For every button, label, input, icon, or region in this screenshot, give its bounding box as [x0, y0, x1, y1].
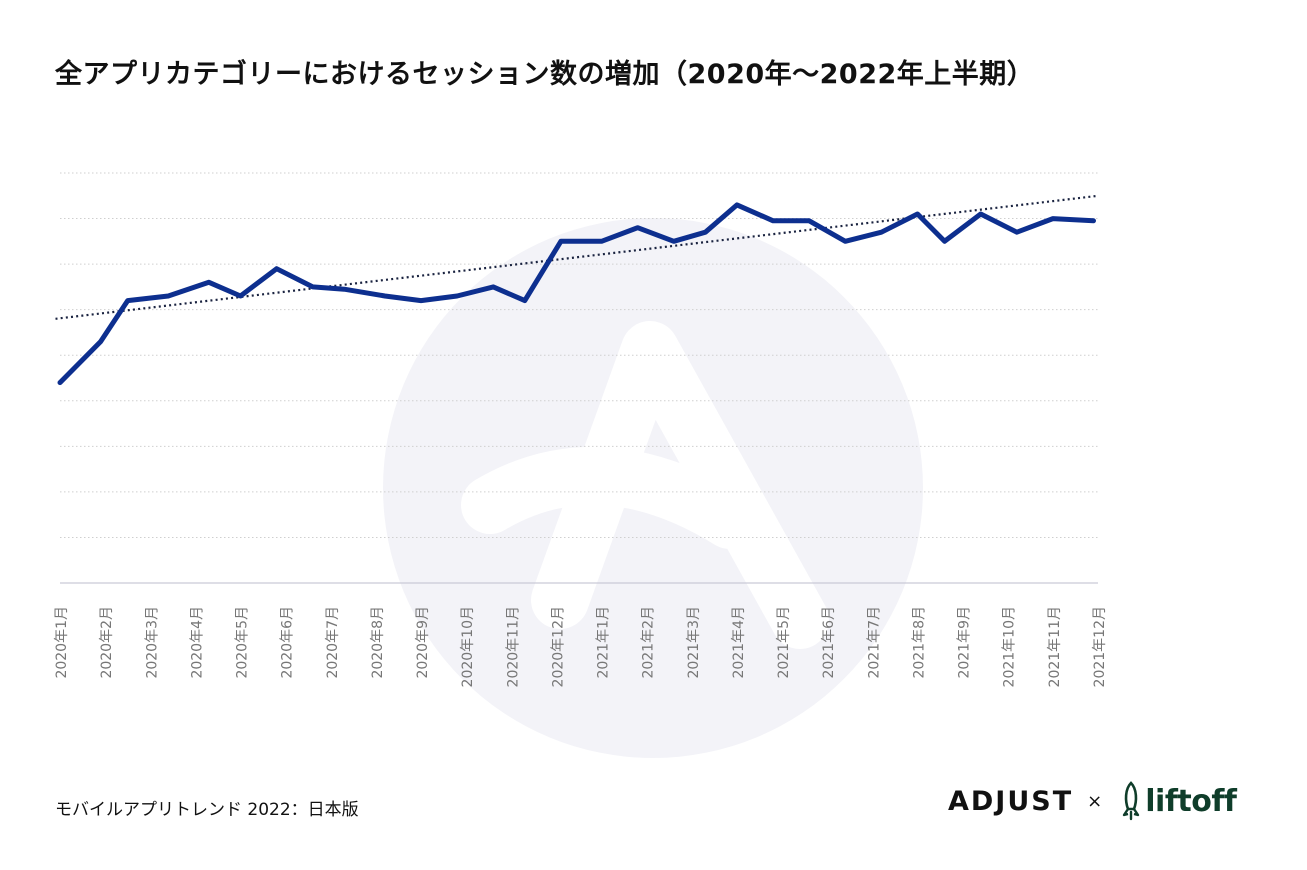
x-tick-label: 2020年12月 [550, 606, 566, 687]
x-tick-label: 2021年2月 [641, 606, 657, 679]
x-tick-label: 2021年1月 [596, 606, 612, 679]
x-tick-label: 2020年1月 [54, 606, 70, 679]
x-tick-label: 2021年11月 [1047, 606, 1063, 687]
x-tick-label: 2020年4月 [189, 606, 205, 679]
x-tick-label: 2021年8月 [911, 606, 927, 679]
x-tick-label: 2020年5月 [235, 606, 251, 679]
adjust-logo: ADJUST [948, 785, 1074, 817]
x-tick-label: 2021年3月 [686, 606, 702, 679]
x-tick-label: 2021年9月 [957, 606, 973, 679]
brand-logos: ADJUST × liftoff [948, 776, 1237, 826]
rocket-icon [1123, 781, 1140, 821]
session-series-line [57, 202, 1096, 386]
x-tick-label: 2020年3月 [144, 606, 160, 679]
x-tick-label: 2021年5月 [776, 606, 792, 679]
x-tick-labels: 2020年1月 2020年2月 2020年3月 2020年4月 2020年5月 2020年… [54, 606, 1108, 687]
liftoff-logo: liftoff [1145, 783, 1237, 819]
x-tick-label: 2020年9月 [415, 606, 431, 679]
x-tick-label: 2020年10月 [460, 606, 476, 687]
source-label: モバイルアプリトレンド 2022：日本版 [55, 800, 359, 820]
x-tick-label: 2020年8月 [370, 606, 386, 679]
chart-title: 全アプリカテゴリーにおけるセッション数の増加（2020年〜2022年上半期） [55, 59, 1035, 90]
x-tick-label: 2021年7月 [866, 606, 882, 679]
x-tick-label: 2020年11月 [505, 606, 521, 687]
watermark-symbol [461, 321, 829, 649]
trend-line [55, 194, 1099, 320]
x-tick-label: 2021年4月 [731, 606, 747, 679]
x-tick-label: 2021年12月 [1092, 606, 1108, 687]
series-layer [57, 202, 1096, 386]
x-tick-label: 2020年7月 [325, 606, 341, 679]
trend-line-layer [55, 194, 1099, 320]
x-tick-label: 2020年6月 [280, 606, 296, 679]
x-tick-label: 2020年2月 [99, 606, 115, 679]
x-tick-label: 2021年6月 [821, 606, 837, 679]
logo-separator: × [1087, 790, 1103, 812]
watermark-logo [383, 218, 923, 758]
x-tick-label: 2021年10月 [1002, 606, 1018, 687]
